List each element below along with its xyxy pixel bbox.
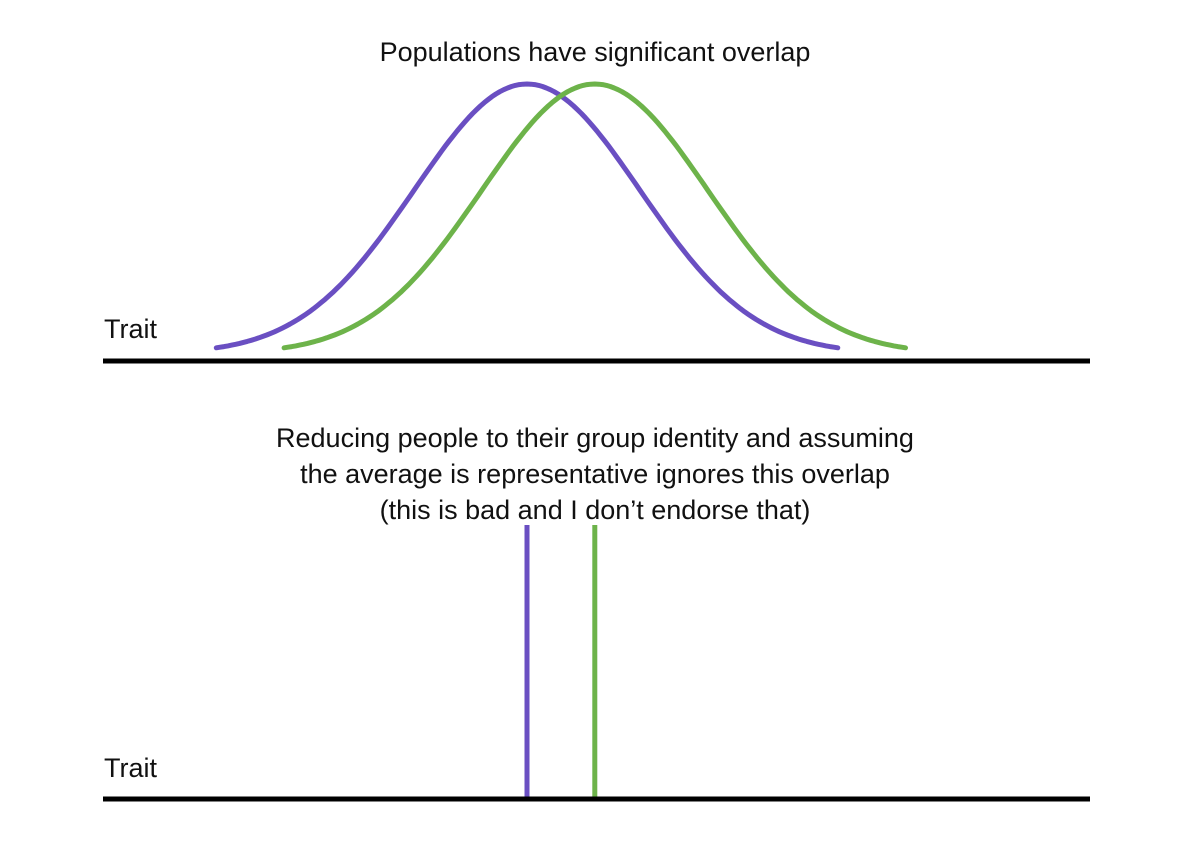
group-b-distribution-curve — [281, 81, 908, 351]
bottom-caption-line-2: the average is representative ignores th… — [300, 459, 890, 489]
bottom-axis-label: Trait — [104, 753, 157, 783]
bottom-caption-line-1: Reducing people to their group identity … — [276, 423, 914, 453]
top-panel-title: Populations have significant overlap — [379, 37, 811, 67]
bottom-caption-line-3: (this is bad and I don’t endorse that) — [379, 495, 811, 525]
top-axis-label: Trait — [104, 314, 157, 344]
top-panel — [103, 81, 1090, 364]
bottom-panel — [103, 525, 1090, 802]
bottom-panel-caption: Reducing people to their group identity … — [0, 420, 1190, 528]
group-a-distribution-curve — [213, 81, 841, 351]
